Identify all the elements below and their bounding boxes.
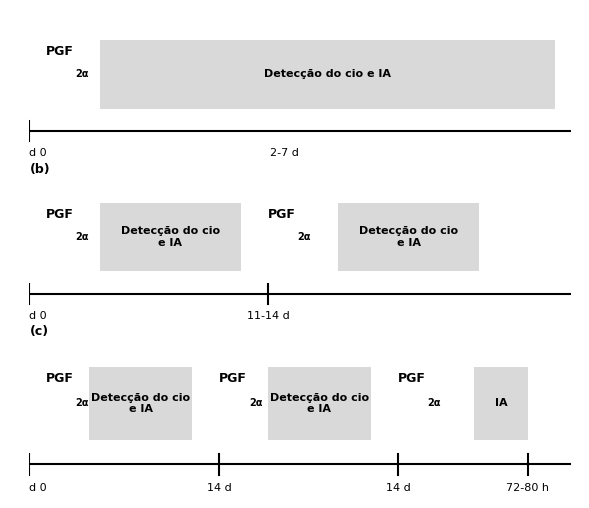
Text: PGF: PGF [219,372,247,386]
Text: 2α: 2α [297,232,311,242]
Bar [474,367,528,440]
Text: 2α: 2α [75,232,89,242]
Text: 14 d: 14 d [386,483,411,493]
Text: 11-14 d: 11-14 d [247,311,289,321]
Bar [100,40,555,109]
Text: PGF: PGF [398,372,426,386]
Text: Detecção do cio
e IA: Detecção do cio e IA [121,226,220,248]
Text: IA: IA [495,398,507,408]
Text: Detecção do cio
e IA: Detecção do cio e IA [270,393,369,414]
Bar [89,367,192,440]
Text: d 0: d 0 [29,483,47,493]
Text: 2α: 2α [428,398,441,408]
Bar [268,367,371,440]
Text: 2α: 2α [249,398,263,408]
Text: 2α: 2α [75,398,89,408]
Bar [338,203,479,271]
Text: 2-7 d: 2-7 d [270,148,299,158]
Text: d 0: d 0 [29,148,47,158]
Text: Detecção do cio
e IA: Detecção do cio e IA [91,393,190,414]
Text: 14 d: 14 d [207,483,231,493]
Text: 72-80 h: 72-80 h [507,483,550,493]
Text: Detecção do cio
e IA: Detecção do cio e IA [359,226,458,248]
Bar [100,203,241,271]
Text: PGF: PGF [46,45,74,58]
Text: Detecção do cio e IA: Detecção do cio e IA [264,70,391,79]
Text: (c): (c) [29,325,48,338]
Text: PGF: PGF [46,372,74,386]
Text: PGF: PGF [268,208,296,220]
Text: d 0: d 0 [29,311,47,321]
Text: 2α: 2α [75,70,89,79]
Text: (b): (b) [29,163,50,176]
Text: PGF: PGF [46,208,74,220]
